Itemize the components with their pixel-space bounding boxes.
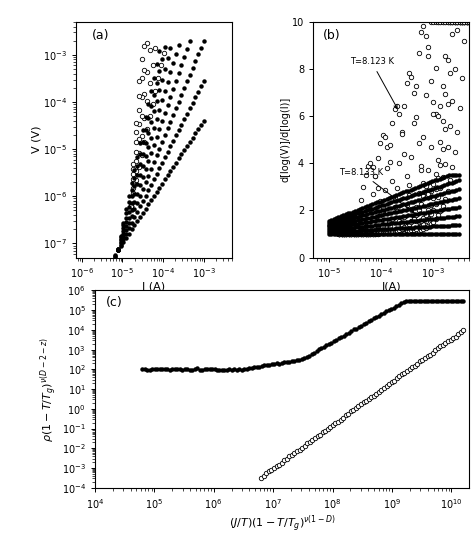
Text: (b): (b) [322, 29, 340, 42]
Text: (c): (c) [106, 296, 123, 310]
Y-axis label: V (V): V (V) [31, 126, 41, 153]
X-axis label: I (A): I (A) [142, 282, 165, 292]
Y-axis label: $\rho(1-T/T_g)^{\nu(D-2-z)}$: $\rho(1-T/T_g)^{\nu(D-2-z)}$ [38, 336, 59, 442]
Y-axis label: d[log(V)]/d[log(I)]: d[log(V)]/d[log(I)] [281, 97, 291, 182]
X-axis label: $(J/T)(1-T/T_g)^{\nu(1-D)}$: $(J/T)(1-T/T_g)^{\nu(1-D)}$ [228, 513, 336, 534]
Text: T=8.133 K: T=8.133 K [339, 168, 414, 213]
Text: T=8.123 K: T=8.123 K [349, 58, 397, 108]
Text: (a): (a) [91, 29, 109, 42]
X-axis label: I(A): I(A) [382, 282, 401, 292]
